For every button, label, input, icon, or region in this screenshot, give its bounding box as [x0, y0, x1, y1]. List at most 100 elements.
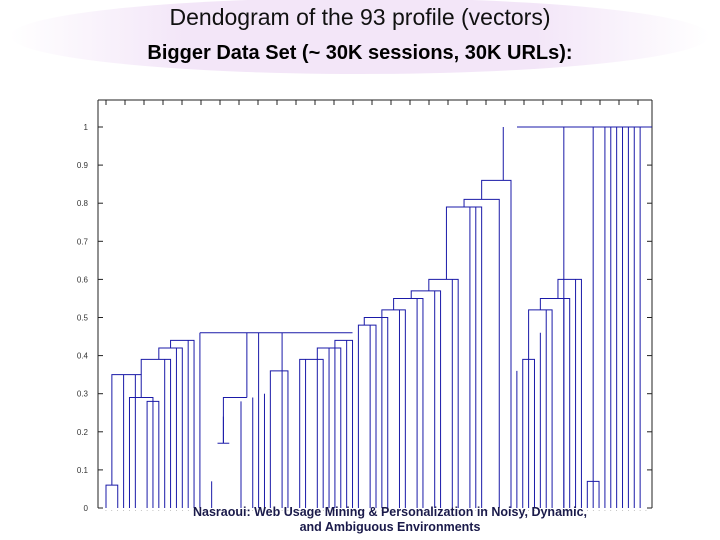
leaf-label-mark: · — [181, 508, 183, 514]
leaf-label-mark: · — [575, 508, 577, 514]
leaf-label-mark: · — [610, 508, 612, 514]
leaf-label-mark: · — [545, 508, 547, 514]
leaf-label-mark: · — [586, 508, 588, 514]
leaf-label-mark: · — [510, 508, 512, 514]
leaf-label-mark: · — [205, 508, 207, 514]
dendrogram-chart: 00.10.20.30.40.50.60.70.80.91 · · · · · · · · · ·… — [77, 99, 653, 514]
leaf-label-mark: · — [322, 508, 324, 514]
leaf-label-mark: · — [434, 508, 436, 514]
leaf-label-mark: · — [440, 508, 442, 514]
leaf-label-mark: · — [540, 508, 542, 514]
dendrogram-link — [481, 179, 512, 508]
leaf-label-mark: · — [275, 508, 277, 514]
leaf-label-mark: · — [170, 508, 172, 514]
dendrogram-link — [140, 358, 172, 508]
y-tick-label: 0.1 — [77, 466, 89, 475]
dendrogram-link — [269, 370, 289, 508]
leaf-label-mark: · — [604, 508, 606, 514]
leaf-label-mark: · — [287, 508, 289, 514]
leaf-label-mark: · — [363, 508, 365, 514]
leaf-label-mark: · — [639, 508, 641, 514]
leaf-label-mark: · — [504, 508, 506, 514]
leaf-label-mark: · — [422, 508, 424, 514]
dendrogram-link — [146, 400, 160, 508]
y-tick-label: 1 — [84, 123, 89, 132]
leaf-label-mark: · — [481, 508, 483, 514]
leaf-label-mark: · — [316, 508, 318, 514]
dendrogram-link — [111, 374, 142, 486]
dendrogram-link — [222, 397, 247, 444]
slide-subtitle: Bigger Data Set (~ 30K sessions, 30K URL… — [147, 42, 573, 64]
dendrogram-link — [357, 324, 377, 508]
leaf-label-mark: · — [581, 508, 583, 514]
y-tick-label: 0.3 — [77, 390, 89, 399]
leaf-label-mark: · — [534, 508, 536, 514]
leaf-label-mark: · — [557, 508, 559, 514]
dendrogram-link — [557, 278, 582, 508]
leaf-label-mark: · — [375, 508, 377, 514]
leaf-label-mark: · — [199, 508, 201, 514]
leaf-label-mark: · — [393, 508, 395, 514]
leaf-label-mark: · — [228, 508, 230, 514]
leaf-label-mark: · — [446, 508, 448, 514]
leaf-label-mark: · — [252, 508, 254, 514]
leaf-label-mark: · — [563, 508, 565, 514]
leaf-label-mark: · — [140, 508, 142, 514]
leaf-label-mark: · — [135, 508, 137, 514]
leaf-label-mark: · — [340, 508, 342, 514]
dendrogram-link — [428, 278, 459, 508]
leaf-label-mark: · — [299, 508, 301, 514]
y-tick-label: 0.6 — [77, 275, 89, 284]
leaf-label-mark: · — [451, 508, 453, 514]
leaf-label-mark: · — [457, 508, 459, 514]
footer-citation: Nasraoui: Web Usage Mining & Personaliza… — [140, 505, 640, 535]
leaf-label-mark: · — [498, 508, 500, 514]
leaf-label-mark: · — [528, 508, 530, 514]
leaf-label-mark: · — [293, 508, 295, 514]
slide-title: Dendogram of the 93 profile (vectors) — [169, 4, 551, 30]
leaf-label-mark: · — [633, 508, 635, 514]
y-tick-label: 0.2 — [77, 428, 89, 437]
dendrogram-link — [363, 317, 389, 508]
dendrogram-link — [393, 297, 424, 508]
leaf-label-mark: · — [223, 508, 225, 514]
leaf-label-mark: · — [193, 508, 195, 514]
leaf-label-mark: · — [240, 508, 242, 514]
title-banner-background — [10, 0, 710, 74]
leaf-label-mark: · — [475, 508, 477, 514]
leaf-label-mark: · — [105, 508, 107, 514]
leaf-label-mark: · — [311, 508, 313, 514]
dendrogram-link — [334, 339, 354, 508]
y-tick-label: 0.9 — [77, 161, 89, 170]
leaf-label-mark: · — [187, 508, 189, 514]
dendrogram-link — [410, 290, 442, 508]
leaf-label-mark: · — [111, 508, 113, 514]
leaf-label-mark: · — [334, 508, 336, 514]
leaf-label-mark: · — [358, 508, 360, 514]
footer-line-1: Nasraoui: Web Usage Mining & Personaliza… — [192, 505, 588, 519]
dendrogram-link — [445, 206, 483, 508]
leaf-label-mark: · — [158, 508, 160, 514]
leaf-label-mark: · — [234, 508, 236, 514]
leaf-label-mark: · — [387, 508, 389, 514]
leaf-label-mark: · — [328, 508, 330, 514]
leaf-label-mark: · — [569, 508, 571, 514]
dendrogram-link — [539, 297, 571, 508]
dendrogram-axes: 0 0.1 0.2 0.3 0.4 0.5 0.6 0.7 0.8 0.9 1 — [77, 99, 653, 513]
leaf-label-mark: · — [152, 508, 154, 514]
leaf-label-mark: · — [381, 508, 383, 514]
leaf-label-mark: · — [551, 508, 553, 514]
dendrogram-link — [128, 397, 154, 508]
leaf-label-mark: · — [516, 508, 518, 514]
leaf-label-mark: · — [428, 508, 430, 514]
dendrogram-link — [170, 339, 195, 508]
y-tick-label: 0.8 — [77, 199, 89, 208]
leaf-label-mark: · — [217, 508, 219, 514]
footer-line-2: and Ambiguous Environments — [299, 520, 481, 534]
leaf-label-mark: · — [628, 508, 630, 514]
leaf-label-mark: · — [281, 508, 283, 514]
leaf-label-mark: · — [270, 508, 272, 514]
leaf-label-mark: · — [146, 508, 148, 514]
leaf-label-mark: · — [463, 508, 465, 514]
leaf-label-mark: · — [305, 508, 307, 514]
